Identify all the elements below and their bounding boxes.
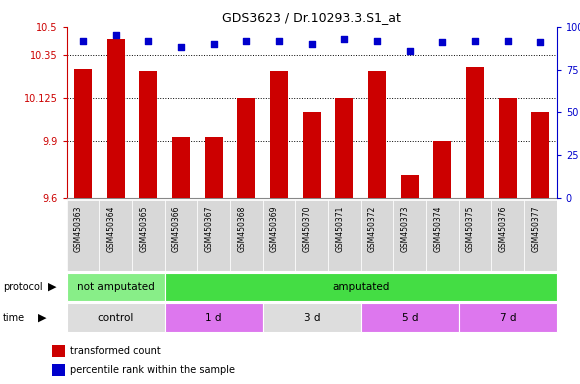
Text: GSM450373: GSM450373: [401, 205, 409, 252]
Bar: [328, 200, 361, 271]
Text: amputated: amputated: [332, 282, 389, 292]
Text: GSM450377: GSM450377: [531, 205, 541, 252]
Bar: [368, 71, 386, 198]
Bar: [263, 200, 295, 271]
Bar: [67, 273, 165, 301]
Text: time: time: [3, 313, 25, 323]
Bar: [67, 303, 165, 332]
Text: GSM450365: GSM450365: [139, 205, 148, 252]
Point: [438, 39, 447, 45]
Point: [176, 44, 186, 50]
Text: 1 d: 1 d: [205, 313, 222, 323]
Point: [78, 38, 88, 44]
Bar: [99, 200, 132, 271]
Text: protocol: protocol: [3, 282, 42, 292]
Point: [503, 38, 513, 44]
Point: [405, 48, 414, 54]
Bar: [361, 200, 393, 271]
Bar: [197, 200, 230, 271]
Bar: [426, 200, 459, 271]
Text: GSM450371: GSM450371: [335, 205, 345, 252]
Bar: [459, 303, 557, 332]
Text: GSM450374: GSM450374: [433, 205, 443, 252]
Bar: [107, 39, 125, 198]
Text: GSM450372: GSM450372: [368, 205, 377, 252]
Bar: [139, 71, 157, 198]
Bar: [67, 200, 99, 271]
Text: GSM450363: GSM450363: [74, 205, 83, 252]
Bar: [172, 137, 190, 198]
Bar: [459, 200, 491, 271]
Text: GSM450366: GSM450366: [172, 205, 181, 252]
Bar: [205, 137, 223, 198]
Text: 3 d: 3 d: [303, 313, 320, 323]
Text: GSM450375: GSM450375: [466, 205, 475, 252]
Text: control: control: [97, 313, 134, 323]
Text: GSM450376: GSM450376: [499, 205, 508, 252]
Text: GSM450368: GSM450368: [237, 205, 246, 252]
Bar: [237, 98, 255, 198]
Bar: [466, 67, 484, 198]
Point: [274, 38, 284, 44]
Point: [536, 39, 545, 45]
Bar: [335, 98, 353, 198]
Text: GSM450367: GSM450367: [205, 205, 213, 252]
Bar: [393, 200, 426, 271]
Bar: [401, 175, 419, 198]
Point: [111, 32, 121, 38]
Point: [242, 38, 251, 44]
Text: GSM450364: GSM450364: [107, 205, 115, 252]
Bar: [165, 200, 197, 271]
Bar: [74, 69, 92, 198]
Text: ▶: ▶: [48, 282, 57, 292]
Text: transformed count: transformed count: [70, 346, 160, 356]
Text: ▶: ▶: [38, 313, 46, 323]
Text: not amputated: not amputated: [77, 282, 155, 292]
Point: [470, 38, 480, 44]
Title: GDS3623 / Dr.10293.3.S1_at: GDS3623 / Dr.10293.3.S1_at: [222, 11, 401, 24]
Text: GSM450369: GSM450369: [270, 205, 279, 252]
Bar: [165, 273, 557, 301]
Bar: [165, 303, 263, 332]
Bar: [433, 141, 451, 198]
Point: [340, 36, 349, 42]
Bar: [230, 200, 263, 271]
Bar: [263, 303, 361, 332]
Point: [209, 41, 218, 47]
Bar: [132, 200, 165, 271]
Bar: [303, 113, 321, 198]
Text: 7 d: 7 d: [499, 313, 516, 323]
Text: percentile rank within the sample: percentile rank within the sample: [70, 365, 234, 375]
Text: GSM450370: GSM450370: [303, 205, 312, 252]
Bar: [524, 200, 557, 271]
Point: [372, 38, 382, 44]
Bar: [361, 303, 459, 332]
Bar: [499, 98, 517, 198]
Bar: [295, 200, 328, 271]
Point: [144, 38, 153, 44]
Bar: [531, 113, 549, 198]
Bar: [270, 71, 288, 198]
Text: 5 d: 5 d: [401, 313, 418, 323]
Bar: [491, 200, 524, 271]
Point: [307, 41, 317, 47]
